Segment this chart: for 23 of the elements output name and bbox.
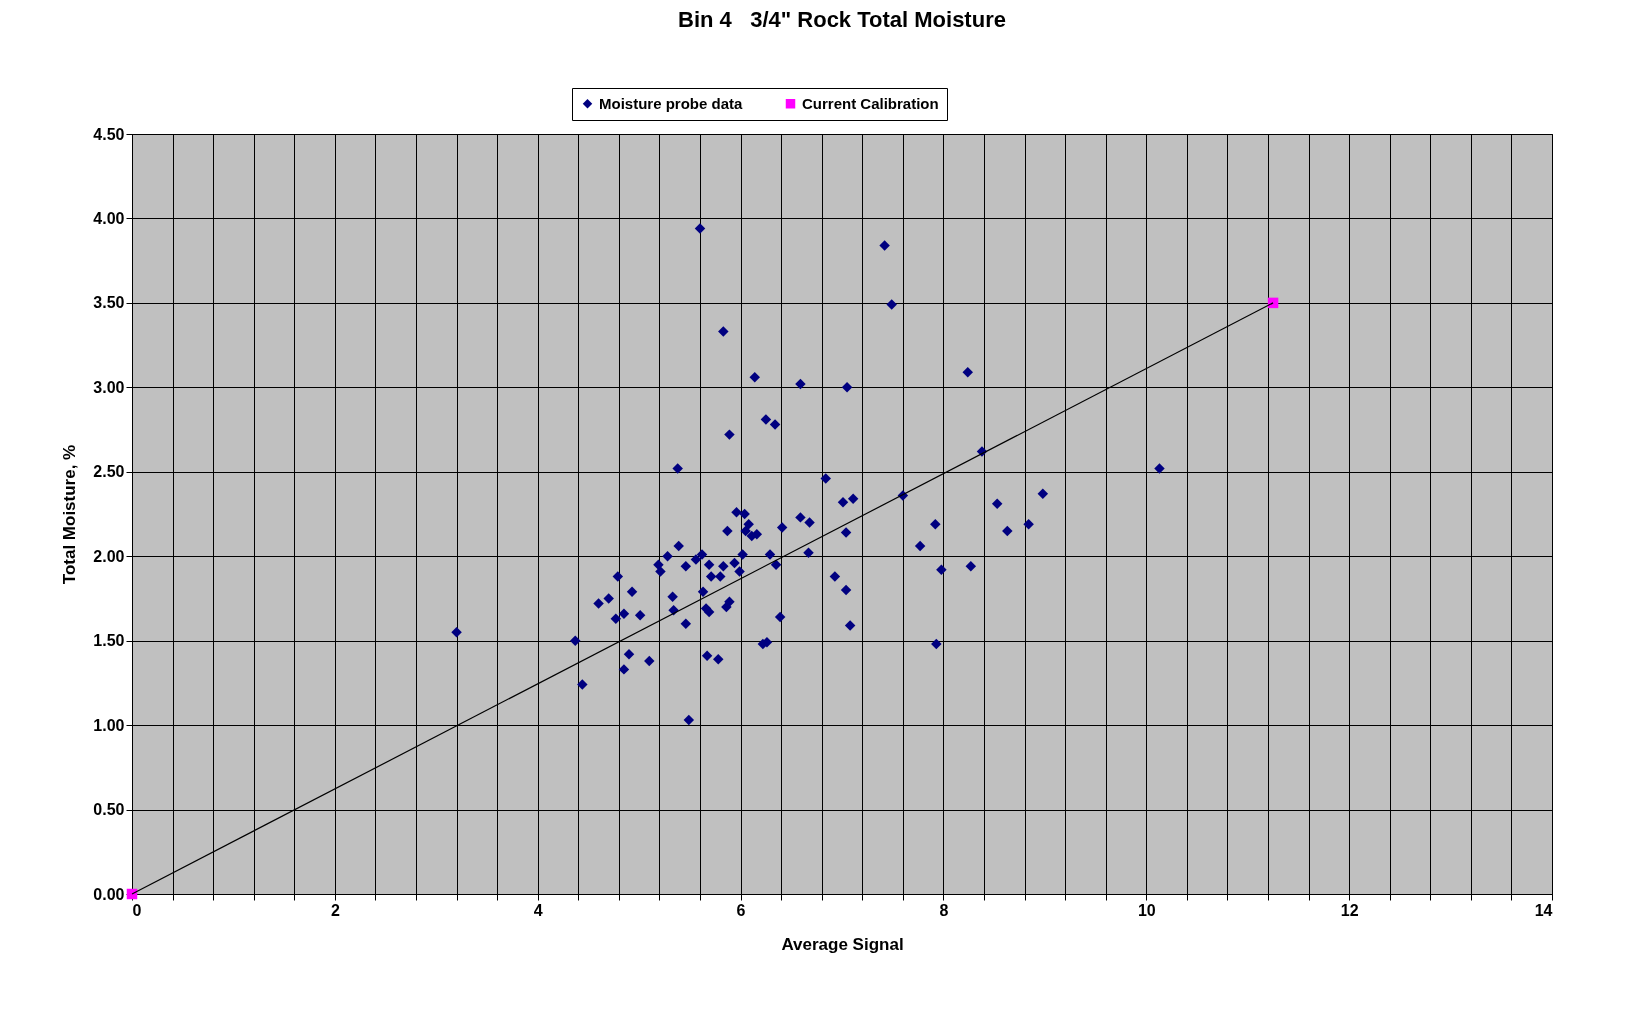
y-tick-label: 0.50 [93,801,125,819]
legend-label: Current Calibration [802,94,939,112]
x-tick-label: 2 [330,901,340,919]
x-tick-label: 8 [939,901,949,919]
y-tick-label: 1.50 [93,632,125,650]
y-tick-label: 4.50 [93,125,125,143]
x-tick-label: 14 [1534,901,1553,919]
x-tick-label: 12 [1340,901,1359,919]
x-tick-label: 0 [132,901,142,919]
x-tick-label: 6 [736,901,746,919]
chart-title: Bin 4 3/4" Rock Total Moisture [678,6,1006,32]
y-tick-label: 2.50 [93,463,125,481]
y-tick-label: 0.00 [93,885,125,903]
y-tick-label: 1.00 [93,716,125,734]
x-tick-label: 10 [1137,901,1156,919]
x-tick-label: 4 [533,901,543,919]
legend-label: Moisture probe data [599,94,744,112]
y-tick-label: 3.50 [93,294,125,312]
x-axis-title: Average Signal [781,934,904,954]
y-tick-label: 4.00 [93,209,125,227]
y-tick-label: 2.00 [93,547,125,565]
y-tick-label: 3.00 [93,378,125,396]
y-axis-title: Total Moisture, % [60,444,80,585]
